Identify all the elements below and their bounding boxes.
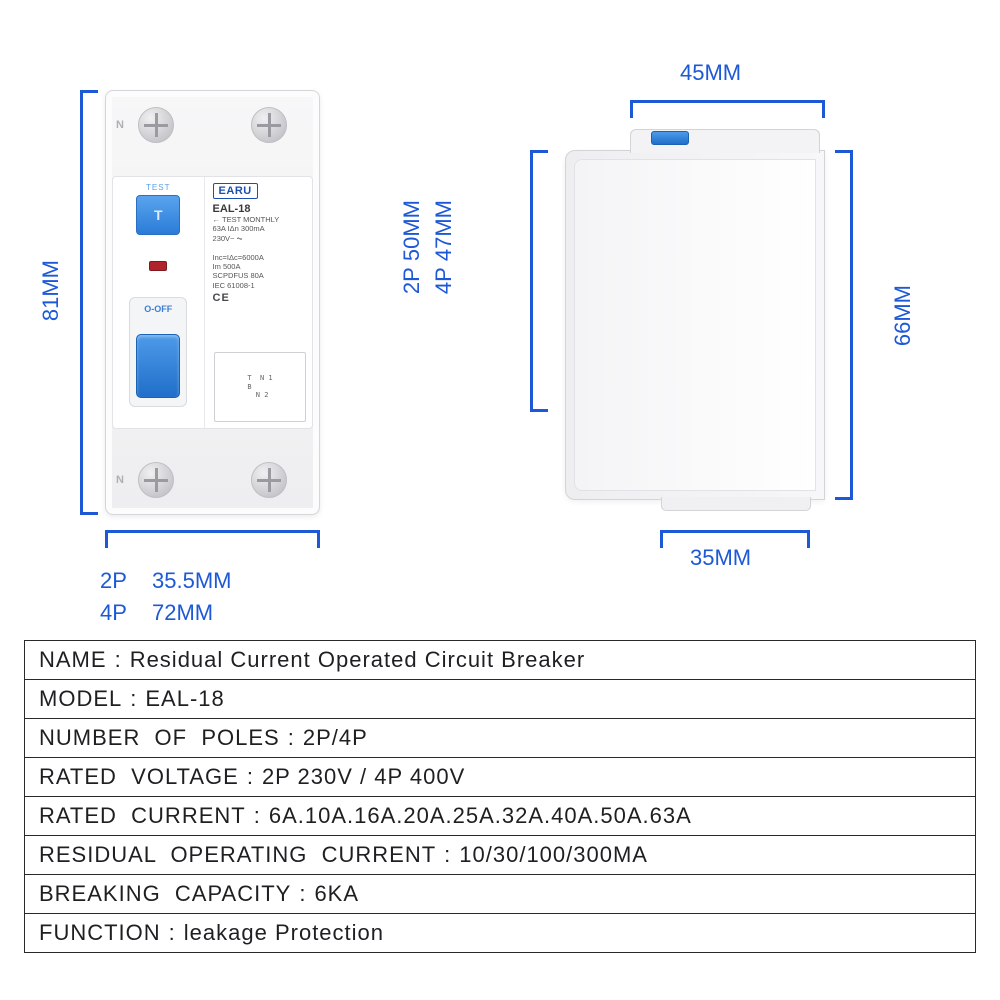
rating-line: IEC 61008-1 [213,281,306,290]
spec-table: NAME : Residual Current Operated Circuit… [24,640,976,953]
spec-key: NAME [39,647,107,673]
n-mark-bottom: N [116,474,124,486]
bracket-side-top [630,100,825,103]
spec-value: Residual Current Operated Circuit Breake… [130,647,586,673]
off-label: O-OFF [130,304,186,314]
spec-key: RATED VOLTAGE [39,764,239,790]
front-right-column: EARU EAL-18 ← TEST MONTHLY63A IΔn 300mA2… [205,177,312,428]
spec-row: RATED CURRENT : 6A.10A.16A.20A.25A.32A.4… [25,796,975,835]
terminal-screw [138,107,174,143]
spec-key: RATED CURRENT [39,803,246,829]
dim-mid-2p: 2P 50MM [398,200,427,294]
bracket-front-height [80,90,83,515]
spec-key: NUMBER OF POLES [39,725,280,751]
spec-sep: : [246,803,269,829]
spec-key: BREAKING CAPACITY [39,881,291,907]
spec-row: RESIDUAL OPERATING CURRENT : 10/30/100/3… [25,835,975,874]
dim-side-top: 45MM [680,60,741,86]
switch-slot: O-OFF [129,297,187,407]
spec-value: 2P/4P [303,725,368,751]
rating-line: ← TEST MONTHLY [213,215,306,224]
front-face-panel: TEST T O-OFF EARU EAL-18 ← TEST MONTHLY6… [112,176,313,429]
rating-line [213,243,306,252]
test-button[interactable]: T [136,195,180,235]
spec-sep: : [291,881,314,907]
spec-value: 6KA [314,881,359,907]
bracket-front-width [105,530,320,533]
brand-logo: EARU [213,183,258,199]
test-label: TEST [113,183,204,192]
wiring-caption: T N 1 B N 2 [247,374,272,399]
spec-sep: : [161,920,184,946]
dim-side-bottom: 35MM [690,545,751,571]
spec-sep: : [280,725,303,751]
spec-sep: : [107,647,130,673]
spec-row: FUNCTION : leakage Protection [25,913,975,952]
rating-line: 230V~ ⏦ [213,234,306,243]
spec-value: 6A.10A.16A.20A.25A.32A.40A.50A.63A [269,803,692,829]
din-rail-notch [661,497,811,511]
device-side-view [565,150,825,500]
spec-value: 2P 230V / 4P 400V [262,764,465,790]
dim-mid-4p: 4P 47MM [430,200,459,294]
wiring-diagram: T N 1 B N 2 [214,352,306,422]
spec-sep: : [122,686,145,712]
spec-key: FUNCTION [39,920,161,946]
model-label: EAL-18 [213,203,306,215]
n-mark-top: N [116,119,124,131]
terminal-screw [138,462,174,498]
width-4p-key: 4P [100,597,152,629]
rating-line: SCPDFUS 80A [213,271,306,280]
spec-row: BREAKING CAPACITY : 6KA [25,874,975,913]
dim-front-height: 81MM [38,260,64,321]
test-button-glyph: T [154,207,163,223]
width-2p-val: 35.5MM [152,568,231,593]
spec-key: RESIDUAL OPERATING CURRENT [39,842,436,868]
rating-line: Inc=IΔc=6000A [213,253,306,262]
rating-line: 63A IΔn 300mA [213,224,306,233]
spec-row: NAME : Residual Current Operated Circuit… [25,641,975,679]
ce-mark: CE [213,292,306,304]
terminal-screw [251,107,287,143]
rating-line: Im 500A [213,262,306,271]
spec-sep: : [436,842,459,868]
spec-row: MODEL : EAL-18 [25,679,975,718]
device-front-view: N N TEST T O-OFF EARU EAL-18 ← TEST MONT… [105,90,320,515]
spec-value: 10/30/100/300MA [459,842,648,868]
rating-text-block: ← TEST MONTHLY63A IΔn 300mA230V~ ⏦ Inc=I… [213,215,306,290]
side-toggle-clip [651,131,689,145]
terminal-screw [251,462,287,498]
spec-row: RATED VOLTAGE : 2P 230V / 4P 400V [25,757,975,796]
bracket-mid-height [530,150,533,412]
width-4p-val: 72MM [152,600,213,625]
bracket-side-right [850,150,853,500]
spec-sep: : [239,764,262,790]
spec-value: EAL-18 [145,686,224,712]
width-2p-key: 2P [100,565,152,597]
dim-side-right: 66MM [890,285,916,346]
front-left-column: TEST T O-OFF [113,177,205,428]
spec-value: leakage Protection [184,920,384,946]
spec-key: MODEL [39,686,122,712]
diagram-area: 81MM N N TEST T O-OFF EARU EAL- [0,20,1000,580]
breaker-toggle[interactable] [136,334,180,398]
front-width-labels: 2P35.5MM 4P72MM [100,565,231,629]
spec-row: NUMBER OF POLES : 2P/4P [25,718,975,757]
side-inner-outline [574,159,816,491]
trip-indicator [149,261,167,271]
bracket-side-bottom [660,530,810,533]
